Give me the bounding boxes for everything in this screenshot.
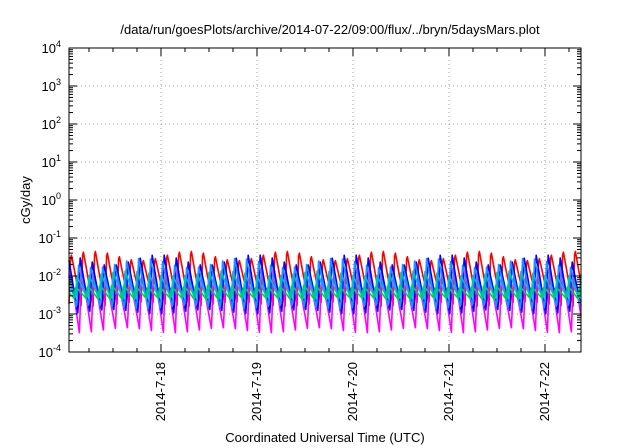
chart-title: /data/run/goesPlots/archive/2014-07-22/0… — [120, 22, 540, 37]
y-tick-label: 102 — [42, 115, 61, 132]
y-tick-label: 100 — [42, 191, 61, 208]
y-tick-label: 101 — [42, 153, 61, 170]
series-line — [68, 284, 582, 300]
y-tick-label: 10-4 — [39, 343, 61, 360]
tick-layer: 10-4 10-3 10-2 10-1 100 101 102 103 104 2014-7-18… — [39, 39, 581, 421]
y-tick-label: 10-1 — [39, 229, 61, 246]
x-tick-label: 2014-7-18 — [153, 362, 168, 421]
x-tick-label: 2014-7-19 — [249, 362, 264, 421]
y-axis-label: cGy/day — [18, 176, 33, 224]
y-tick-label: 104 — [42, 39, 61, 56]
series-layer — [68, 250, 582, 334]
y-tick-label: 10-3 — [39, 305, 61, 322]
x-tick-label: 2014-7-20 — [345, 362, 360, 421]
x-tick-label: 2014-7-22 — [537, 362, 552, 421]
grid-layer — [69, 48, 581, 352]
y-tick-label: 103 — [42, 77, 61, 94]
x-axis-label: Coordinated Universal Time (UTC) — [225, 430, 424, 445]
series-line — [68, 270, 582, 300]
series-line — [68, 254, 582, 315]
x-tick-label: 2014-7-21 — [441, 362, 456, 421]
y-tick-label: 10-2 — [39, 267, 61, 284]
